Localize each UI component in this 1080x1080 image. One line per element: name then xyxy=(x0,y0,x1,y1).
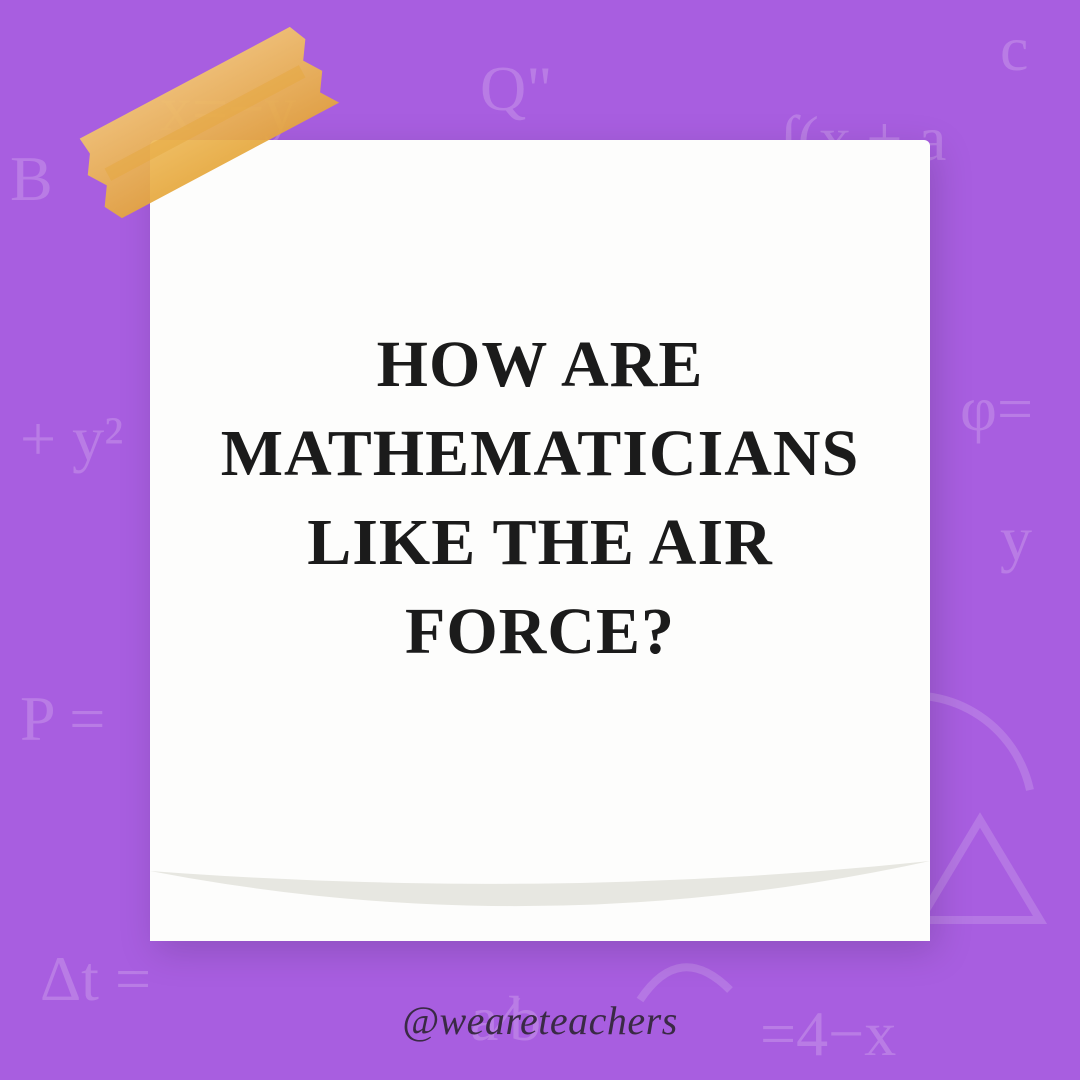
svg-text:x=−y: x=−y xyxy=(160,73,296,144)
svg-text:Q": Q" xyxy=(480,53,552,124)
joke-text: How are mathematicians like the Air Forc… xyxy=(150,140,930,940)
svg-text:P =: P = xyxy=(20,683,105,754)
svg-text:y: y xyxy=(1000,503,1032,574)
svg-text:B: B xyxy=(10,143,53,214)
svg-text:c: c xyxy=(1000,13,1028,84)
svg-text:+ y²: + y² xyxy=(20,403,123,474)
sticky-note: How are mathematicians like the Air Forc… xyxy=(150,140,930,940)
watermark-handle: @weareteachers xyxy=(0,997,1080,1044)
svg-text:φ=: φ= xyxy=(960,373,1033,444)
joke-card: B x=−y Q" ∫(x ± a c + y² φ= y P = Δt = a… xyxy=(0,0,1080,1080)
